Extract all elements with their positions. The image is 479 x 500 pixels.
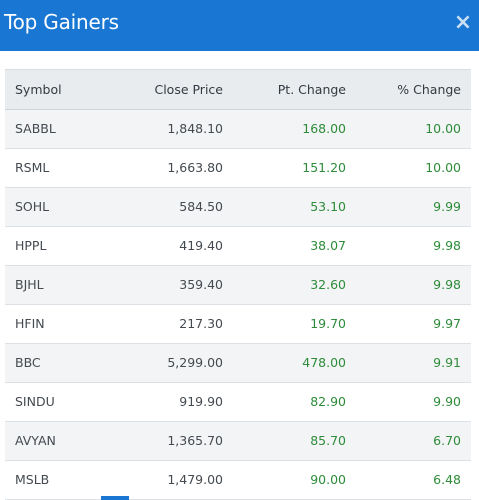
table-row[interactable]: AVYAN 1,365.70 85.70 6.70 bbox=[5, 421, 471, 461]
cell-pct-change: 9.97 bbox=[348, 304, 471, 344]
cell-symbol[interactable]: BBC bbox=[5, 343, 110, 383]
cell-close-price: 217.30 bbox=[110, 304, 223, 344]
cell-pct-change: 9.99 bbox=[348, 187, 471, 227]
gainers-table: Symbol Close Price Pt. Change % Change S… bbox=[5, 70, 471, 500]
cell-close-price: 919.90 bbox=[110, 382, 223, 422]
table-row[interactable]: SABBL 1,848.10 168.00 10.00 bbox=[5, 109, 471, 149]
table-row[interactable]: BJHL 359.40 32.60 9.98 bbox=[5, 265, 471, 305]
cell-pt-change: 19.70 bbox=[223, 304, 348, 344]
cell-pct-change: 10.00 bbox=[348, 148, 471, 188]
cell-close-price: 5,299.00 bbox=[110, 343, 223, 383]
header-close-price[interactable]: Close Price bbox=[110, 70, 223, 110]
table-body: SABBL 1,848.10 168.00 10.00 RSML 1,663.80 151.… bbox=[5, 109, 471, 500]
cell-symbol[interactable]: MSLB bbox=[5, 460, 110, 500]
table-row[interactable]: SOHL 584.50 53.10 9.99 bbox=[5, 187, 471, 227]
close-icon[interactable]: × bbox=[453, 10, 473, 35]
cell-pt-change: 478.00 bbox=[223, 343, 348, 383]
cell-close-price: 584.50 bbox=[110, 187, 223, 227]
table-row[interactable]: SINDU 919.90 82.90 9.90 bbox=[5, 382, 471, 422]
table-header-row: Symbol Close Price Pt. Change % Change bbox=[5, 70, 471, 110]
cell-pct-change: 6.70 bbox=[348, 421, 471, 461]
cell-pct-change: 9.90 bbox=[348, 382, 471, 422]
cell-pt-change: 151.20 bbox=[223, 148, 348, 188]
table-row[interactable]: RSML 1,663.80 151.20 10.00 bbox=[5, 148, 471, 188]
cell-pt-change: 85.70 bbox=[223, 421, 348, 461]
header-pt-change[interactable]: Pt. Change bbox=[223, 70, 348, 110]
cell-pt-change: 168.00 bbox=[223, 109, 348, 149]
scroll-indicator bbox=[101, 496, 129, 500]
table-row[interactable]: MSLB 1,479.00 90.00 6.48 bbox=[5, 460, 471, 500]
table-row[interactable]: BBC 5,299.00 478.00 9.91 bbox=[5, 343, 471, 383]
cell-pt-change: 32.60 bbox=[223, 265, 348, 305]
cell-symbol[interactable]: SOHL bbox=[5, 187, 110, 227]
cell-pct-change: 9.98 bbox=[348, 265, 471, 305]
cell-pct-change: 9.98 bbox=[348, 226, 471, 266]
cell-pct-change: 6.48 bbox=[348, 460, 471, 500]
table-row[interactable]: HPPL 419.40 38.07 9.98 bbox=[5, 226, 471, 266]
cell-symbol[interactable]: AVYAN bbox=[5, 421, 110, 461]
cell-symbol[interactable]: SINDU bbox=[5, 382, 110, 422]
table-row[interactable]: HFIN 217.30 19.70 9.97 bbox=[5, 304, 471, 344]
cell-close-price: 359.40 bbox=[110, 265, 223, 305]
modal-header: Top Gainers × bbox=[0, 0, 479, 51]
cell-pt-change: 82.90 bbox=[223, 382, 348, 422]
gainers-table-container: Symbol Close Price Pt. Change % Change S… bbox=[5, 69, 471, 500]
header-pct-change[interactable]: % Change bbox=[348, 70, 471, 110]
cell-symbol[interactable]: RSML bbox=[5, 148, 110, 188]
cell-pt-change: 90.00 bbox=[223, 460, 348, 500]
cell-symbol[interactable]: SABBL bbox=[5, 109, 110, 149]
cell-symbol[interactable]: BJHL bbox=[5, 265, 110, 305]
table-header: Symbol Close Price Pt. Change % Change bbox=[5, 70, 471, 110]
cell-close-price: 419.40 bbox=[110, 226, 223, 266]
cell-pt-change: 38.07 bbox=[223, 226, 348, 266]
modal-title: Top Gainers bbox=[4, 10, 119, 34]
cell-symbol[interactable]: HPPL bbox=[5, 226, 110, 266]
cell-pct-change: 10.00 bbox=[348, 109, 471, 149]
cell-close-price: 1,663.80 bbox=[110, 148, 223, 188]
cell-close-price: 1,848.10 bbox=[110, 109, 223, 149]
cell-close-price: 1,365.70 bbox=[110, 421, 223, 461]
header-symbol[interactable]: Symbol bbox=[5, 70, 110, 110]
cell-pct-change: 9.91 bbox=[348, 343, 471, 383]
cell-pt-change: 53.10 bbox=[223, 187, 348, 227]
cell-symbol[interactable]: HFIN bbox=[5, 304, 110, 344]
cell-close-price: 1,479.00 bbox=[110, 460, 223, 500]
